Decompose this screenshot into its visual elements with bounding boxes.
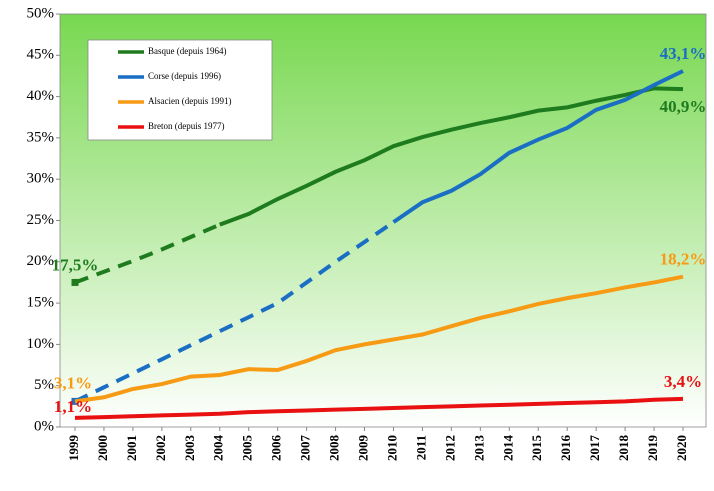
x-tick-label: 2003: [182, 435, 197, 462]
y-tick-label: 20%: [27, 253, 55, 269]
x-tick-label: 2004: [211, 435, 226, 462]
y-tick-label: 40%: [27, 88, 55, 104]
x-tick-label: 2001: [124, 435, 139, 461]
y-tick-label: 0%: [34, 418, 54, 434]
x-tick-label: 2002: [153, 435, 168, 461]
x-tick-label: 2020: [674, 435, 689, 461]
y-tick-label: 30%: [27, 171, 55, 187]
series-line: [74, 274, 684, 404]
x-tick-label: 2013: [471, 435, 486, 462]
y-tick-label: 10%: [27, 336, 55, 352]
x-tick-label: 2012: [442, 435, 457, 461]
legend-label: Corse (depuis 1996): [148, 71, 221, 81]
x-tick-label: 1999: [66, 435, 81, 462]
x-tick-label: 2019: [645, 435, 660, 462]
legend-label: Breton (depuis 1977): [148, 121, 225, 131]
x-tick-label: 2016: [558, 435, 573, 462]
x-tick-label: 2018: [616, 435, 631, 462]
series-line: [219, 86, 684, 227]
legend-label: Alsacien (depuis 1991): [148, 96, 231, 106]
y-tick-label: 25%: [27, 212, 55, 228]
x-tick-label: 2010: [384, 435, 399, 461]
data-label: 43,1%: [660, 44, 707, 63]
x-tick-label: 2005: [240, 435, 255, 462]
series-line: [74, 396, 684, 420]
x-tick-label: 2006: [269, 435, 284, 462]
x-tick-label: 2015: [529, 435, 544, 462]
series-line-dashed: [74, 222, 221, 285]
data-label: 17,5%: [52, 255, 99, 274]
x-tick-label: 2000: [95, 435, 110, 461]
series-line: [392, 69, 684, 224]
data-label: 3,1%: [54, 373, 92, 392]
x-tick-label: 2017: [587, 435, 602, 462]
y-tick-label: 5%: [34, 377, 54, 393]
x-tick-label: 2009: [356, 435, 371, 462]
series-line-dashed: [74, 220, 395, 404]
x-tick-label: 2011: [413, 435, 428, 460]
x-tick-label: 2014: [500, 435, 515, 462]
y-tick-label: 35%: [27, 129, 55, 145]
data-label: 40,9%: [660, 97, 707, 116]
legend-box: [87, 39, 273, 141]
y-tick-label: 50%: [27, 5, 55, 21]
x-tick-label: 2008: [327, 435, 342, 462]
y-tick-label: 15%: [27, 295, 55, 311]
x-tick-label: 2007: [298, 435, 313, 462]
legend-label: Basque (depuis 1964): [148, 46, 227, 56]
data-label: 18,2%: [660, 250, 707, 269]
data-label: 3,4%: [664, 372, 702, 391]
point-marker: [71, 278, 79, 286]
y-tick-label: 45%: [27, 47, 55, 63]
data-label: 1,1%: [54, 397, 92, 416]
